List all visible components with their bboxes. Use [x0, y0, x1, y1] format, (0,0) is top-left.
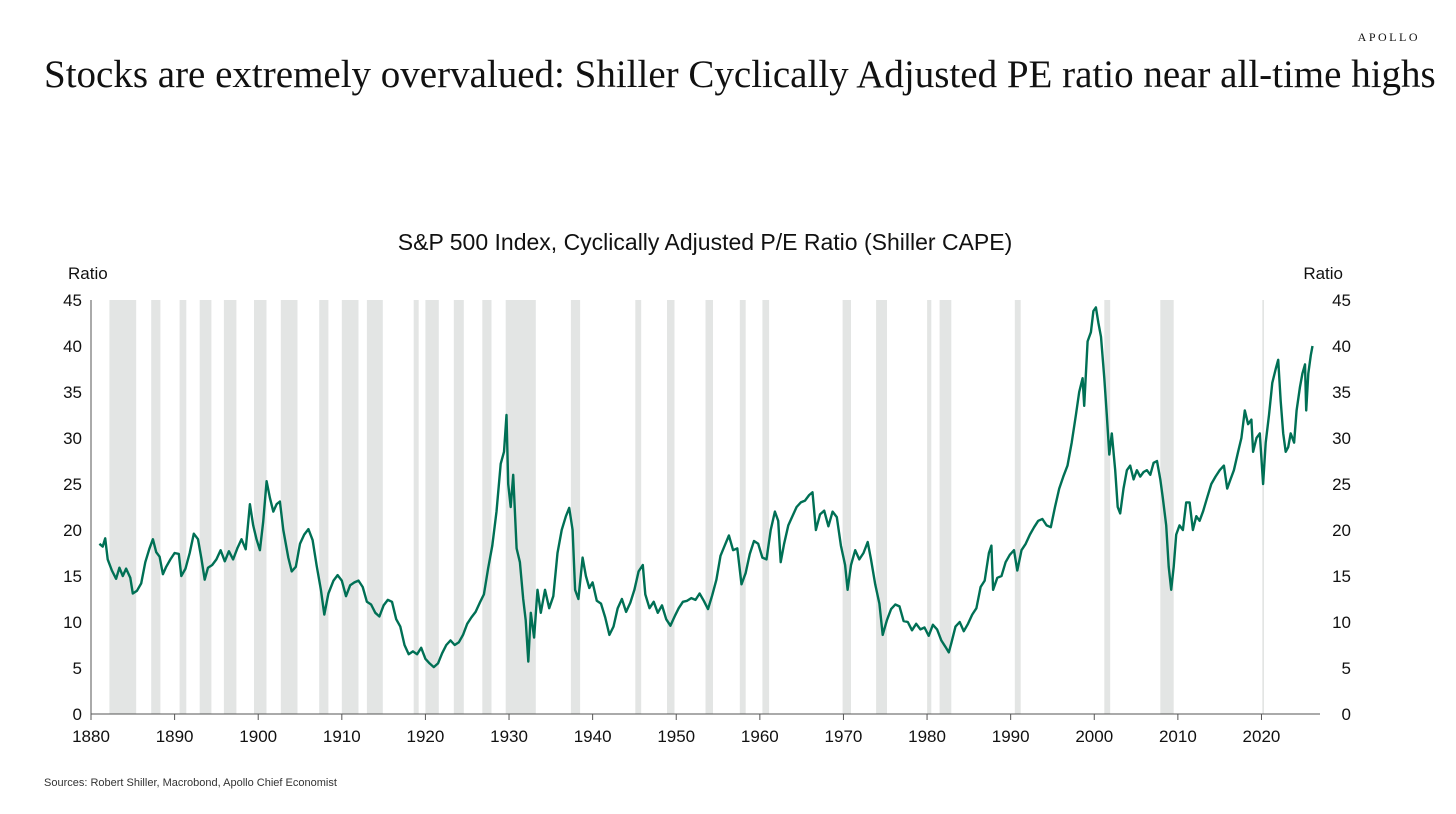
page-headline: Stocks are extremely overvalued: Shiller…	[44, 53, 1436, 96]
chart-title: S&P 500 Index, Cyclically Adjusted P/E R…	[398, 229, 1012, 255]
x-tick-label: 1930	[490, 727, 528, 746]
y-tick-label-right: 0	[1342, 705, 1351, 724]
recession-band	[705, 300, 713, 714]
recession-band	[1160, 300, 1174, 714]
brand-logo: APOLLO	[1357, 30, 1420, 44]
recession-band	[109, 300, 137, 714]
y-tick-label-left: 40	[63, 337, 82, 356]
recession-band	[842, 300, 851, 714]
y-tick-label-right: 40	[1332, 337, 1351, 356]
recession-band	[319, 300, 329, 714]
recession-band	[762, 300, 770, 714]
recession-bands	[109, 300, 1264, 714]
recession-band	[366, 300, 383, 714]
cape-series-line	[98, 306, 1314, 669]
x-tick-label: 1940	[574, 727, 612, 746]
recession-band	[280, 300, 298, 714]
recession-band	[1262, 300, 1264, 714]
recession-band	[1104, 300, 1111, 714]
tick-labels: 1880 1890 1900 1910 1920 1930 1940 1950 1960 1970…	[63, 291, 1351, 746]
y-tick-label-right: 25	[1332, 475, 1351, 494]
x-tick-label: 2020	[1243, 727, 1281, 746]
x-tick-label: 1920	[407, 727, 445, 746]
y-tick-label-right: 10	[1332, 613, 1351, 632]
y-tick-label-right: 30	[1332, 429, 1351, 448]
y-axis-label-left: Ratio	[68, 264, 108, 283]
y-tick-label-left: 5	[73, 659, 82, 678]
y-tick-label-left: 10	[63, 613, 82, 632]
x-tick-label: 1970	[825, 727, 863, 746]
recession-band	[413, 300, 419, 714]
y-tick-label-left: 0	[73, 705, 82, 724]
recession-band	[939, 300, 952, 714]
y-tick-label-left: 45	[63, 291, 82, 310]
x-tick-label: 2010	[1159, 727, 1197, 746]
recession-band	[927, 300, 932, 714]
x-tick-label: 1890	[156, 727, 194, 746]
axes	[90, 300, 1320, 720]
y-tick-label-right: 45	[1332, 291, 1351, 310]
x-tick-label: 1950	[657, 727, 695, 746]
recession-band	[453, 300, 464, 714]
y-tick-label-left: 15	[63, 567, 82, 586]
recession-band	[151, 300, 161, 714]
x-tick-label: 1880	[72, 727, 110, 746]
recession-band	[876, 300, 887, 714]
recession-band	[223, 300, 237, 714]
recession-band	[425, 300, 439, 714]
recession-band	[199, 300, 212, 714]
recession-band	[254, 300, 267, 714]
recession-band	[179, 300, 187, 714]
y-axis-label-right: Ratio	[1303, 264, 1343, 283]
x-tick-label: 2000	[1075, 727, 1113, 746]
recession-band	[667, 300, 675, 714]
sources-note: Sources: Robert Shiller, Macrobond, Apol…	[44, 777, 337, 789]
y-tick-label-right: 20	[1332, 521, 1351, 540]
y-tick-label-right: 15	[1332, 567, 1351, 586]
y-tick-label-left: 20	[63, 521, 82, 540]
x-tick-label: 1900	[239, 727, 277, 746]
recession-band	[1014, 300, 1021, 714]
x-tick-label: 1990	[992, 727, 1030, 746]
y-tick-label-left: 35	[63, 383, 82, 402]
recession-band	[570, 300, 581, 714]
x-tick-label: 1960	[741, 727, 779, 746]
y-tick-label-right: 35	[1332, 383, 1351, 402]
x-tick-label: 1980	[908, 727, 946, 746]
recession-band	[341, 300, 359, 714]
recession-band	[635, 300, 642, 714]
y-tick-label-left: 30	[63, 429, 82, 448]
recession-band	[739, 300, 746, 714]
y-tick-label-left: 25	[63, 475, 82, 494]
x-tick-label: 1910	[323, 727, 361, 746]
recession-band	[482, 300, 492, 714]
y-tick-label-right: 5	[1342, 659, 1351, 678]
